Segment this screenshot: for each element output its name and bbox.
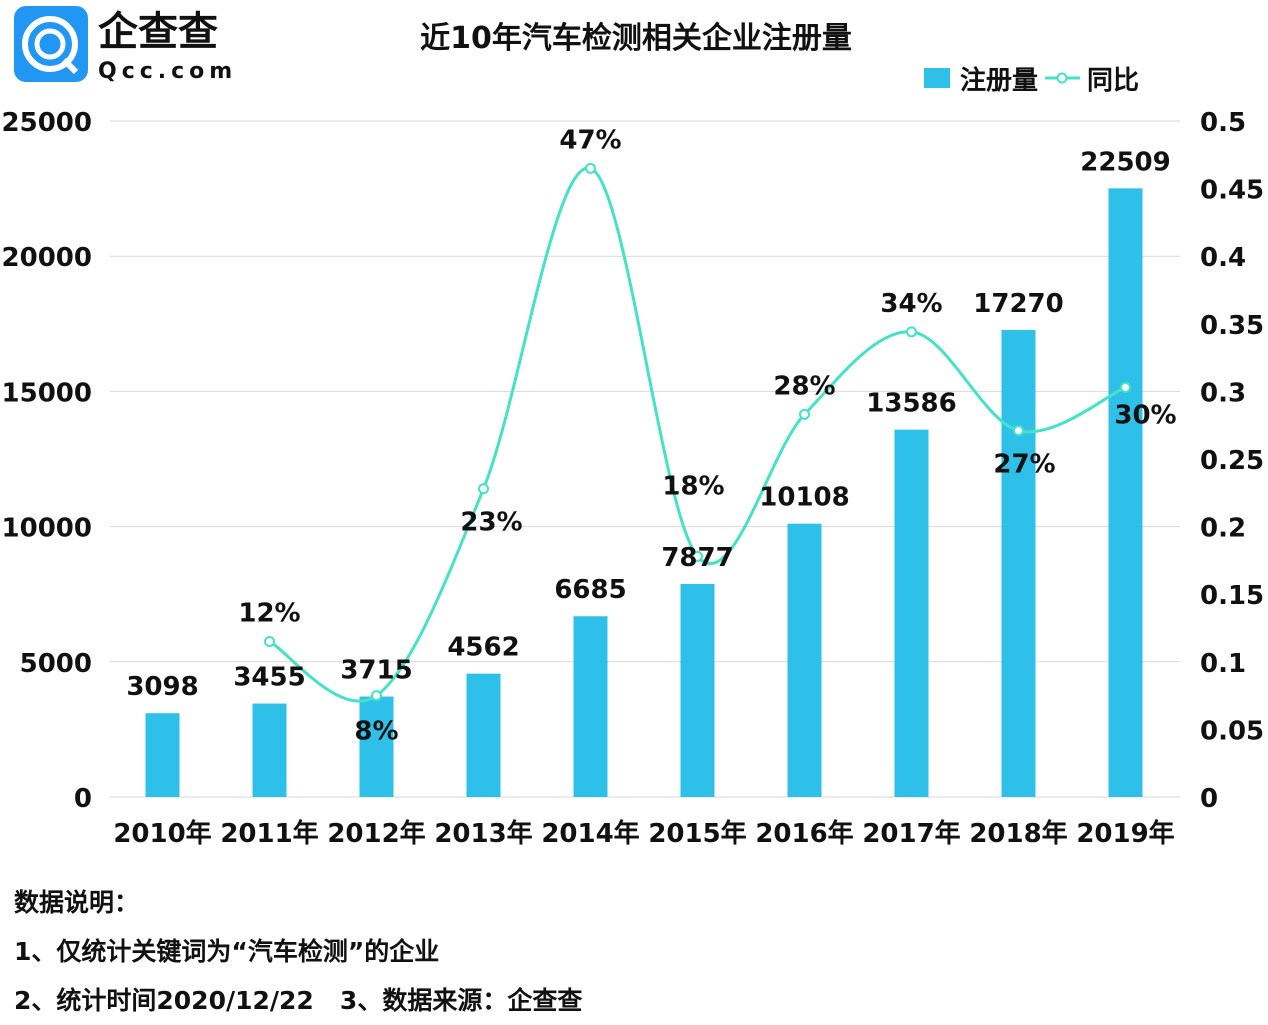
bar-value-label: 3715 — [340, 656, 412, 686]
legend-line-label: 同比 — [1087, 66, 1139, 96]
x-tick-label: 2015年 — [648, 818, 746, 849]
yoy-label: 8% — [354, 717, 398, 747]
yoy-label: 18% — [662, 471, 724, 501]
bar — [145, 713, 180, 797]
bar-value-label: 3455 — [233, 663, 305, 693]
logo-name: 企查查 — [98, 9, 218, 55]
y-right-tick-label: 0.15 — [1200, 581, 1264, 611]
logo: 企查查 Qcc.com — [14, 6, 237, 84]
bar — [894, 429, 929, 797]
y-right-tick-label: 0.4 — [1200, 243, 1246, 273]
y-left-tick-label: 20000 — [2, 243, 92, 273]
notes-line-1: 1、仅统计关键词为“汽车检测”的企业 — [14, 937, 440, 966]
yoy-label: 47% — [559, 125, 621, 155]
y-right-tick-label: 0.05 — [1200, 716, 1264, 746]
x-tick-label: 2013年 — [434, 818, 532, 849]
y-left-tick-label: 25000 — [2, 108, 92, 138]
yoy-point — [692, 550, 703, 562]
y-right-tick-label: 0.45 — [1200, 176, 1264, 206]
yoy-label: 23% — [460, 508, 522, 538]
yoy-label: 27% — [993, 450, 1055, 480]
yoy-label: 30% — [1114, 400, 1176, 430]
notes-heading: 数据说明： — [14, 888, 140, 917]
bar — [680, 584, 715, 797]
x-tick-label: 2014年 — [541, 818, 639, 849]
yoy-label: 28% — [773, 371, 835, 401]
logo-domain: Qcc.com — [98, 59, 237, 84]
legend-bar-label: 注册量 — [960, 65, 1038, 96]
yoy-label: 12% — [238, 599, 300, 629]
yoy-point — [264, 636, 275, 648]
y-right-tick-label: 0 — [1200, 784, 1218, 814]
y-left-tick-label: 5000 — [20, 649, 92, 679]
y-left-tick-label: 0 — [74, 784, 92, 814]
x-tick-label: 2011年 — [220, 818, 318, 849]
y-right-tick-label: 0.5 — [1200, 108, 1246, 138]
bar — [252, 703, 287, 797]
yoy-label: 34% — [880, 289, 942, 319]
bar-value-label: 17270 — [973, 289, 1063, 319]
y-left-tick-label: 10000 — [2, 514, 92, 544]
yoy-point — [1013, 425, 1024, 437]
y-right-tick-label: 0.2 — [1200, 514, 1246, 544]
yoy-point — [585, 162, 596, 174]
x-tick-label: 2010年 — [113, 818, 211, 849]
bar-value-label: 6685 — [554, 575, 626, 605]
x-tick-label: 2017年 — [862, 818, 960, 849]
bar — [466, 673, 501, 797]
bar-value-label: 4562 — [447, 633, 519, 663]
bar-value-label: 7877 — [661, 543, 733, 573]
y-right-tick-label: 0.3 — [1200, 378, 1246, 408]
x-tick-label: 2019年 — [1076, 818, 1174, 849]
y-right-tick-label: 0.1 — [1200, 649, 1246, 679]
yoy-point — [906, 326, 917, 338]
bar-value-label: 10108 — [759, 483, 849, 513]
y-right-tick-label: 0.25 — [1200, 446, 1264, 476]
legend-bar-swatch — [924, 68, 950, 88]
bar-value-label: 22509 — [1080, 147, 1170, 177]
x-tick-label: 2018年 — [969, 818, 1067, 849]
yoy-point — [371, 690, 382, 702]
y-right-tick-label: 0.35 — [1200, 311, 1264, 341]
yoy-line — [268, 166, 1127, 703]
bar-value-label: 3098 — [126, 672, 198, 702]
data-notes: 数据说明： 1、仅统计关键词为“汽车检测”的企业 2、统计时间2020/12/2… — [14, 878, 582, 1025]
bar-value-label: 13586 — [866, 389, 956, 419]
yoy-point — [799, 408, 810, 420]
legend: 注册量 同比 — [924, 65, 1139, 96]
bar — [787, 523, 822, 797]
chart-title: 近10年汽车检测相关企业注册量 — [420, 21, 852, 56]
bar — [359, 696, 394, 797]
bar — [1001, 330, 1036, 797]
x-tick-label: 2016年 — [755, 818, 853, 849]
x-tick-label: 2012年 — [327, 818, 425, 849]
bar — [1108, 188, 1143, 798]
yoy-point — [478, 483, 489, 495]
y-left-tick-label: 15000 — [2, 378, 92, 408]
bar — [573, 616, 608, 797]
notes-line-2: 2、统计时间2020/12/22 3、数据来源：企查查 — [14, 986, 583, 1015]
yoy-point — [1120, 381, 1131, 393]
